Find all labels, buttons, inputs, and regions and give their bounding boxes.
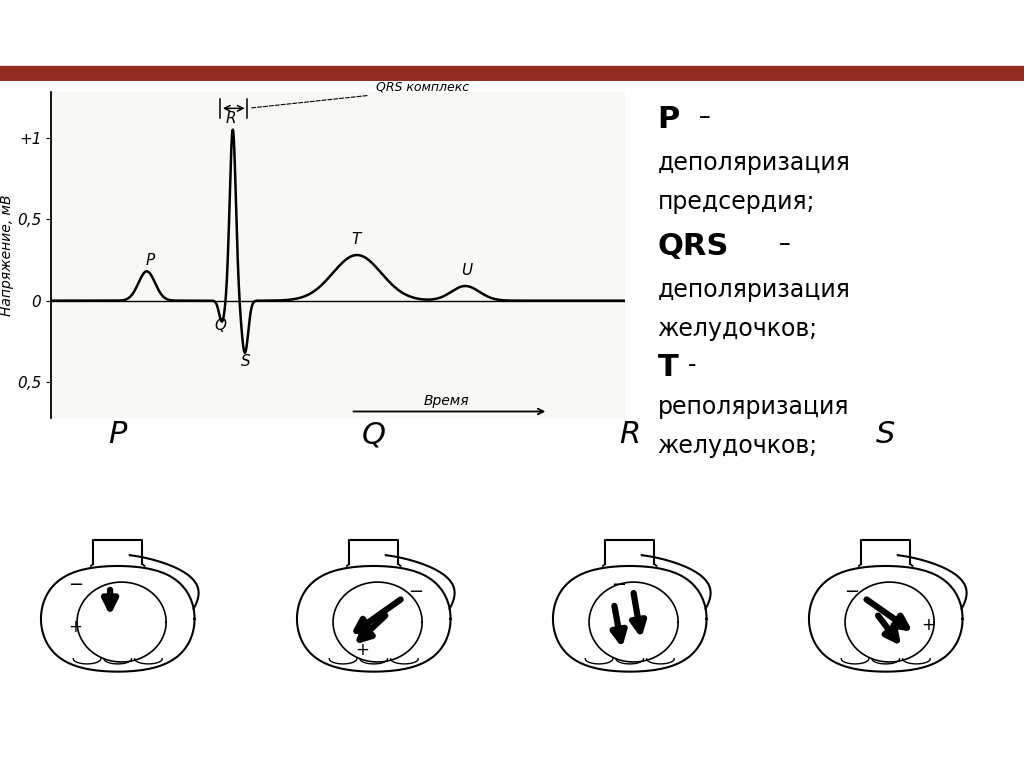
Text: −: − [844,583,859,601]
Y-axis label: Напряжение, мВ: Напряжение, мВ [0,194,14,316]
Text: –: – [779,232,791,256]
Text: P: P [145,253,155,268]
Text: Время: Время [423,394,469,408]
Text: T: T [351,232,360,247]
Text: Q: Q [215,318,226,333]
Text: +: + [921,616,935,634]
Bar [0,66,1024,81]
Text: T: T [657,353,678,382]
Text: P: P [109,420,127,449]
Text: R: R [225,111,237,126]
Text: −: − [610,576,626,594]
Text: желудочков;: желудочков; [657,434,818,459]
Text: желудочков;: желудочков; [657,317,818,341]
Text: Генез зубцов ЭКГ: Генез зубцов ЭКГ [245,12,779,64]
Text: S: S [877,420,895,449]
Text: U: U [461,262,472,278]
Text: Q: Q [361,420,386,449]
Text: QRS: QRS [657,232,729,262]
Text: QRS комплекс: QRS комплекс [376,81,469,94]
Text: деполяризация: деполяризация [657,278,851,302]
Text: R: R [620,420,640,449]
Text: S: S [242,354,251,369]
Text: –: – [699,105,711,129]
Text: −: − [68,576,83,594]
Text: реполяризация: реполяризация [657,395,849,420]
Text: -: - [688,353,696,377]
Text: P: P [657,105,680,134]
Text: −: − [409,583,424,601]
Text: предсердия;: предсердия; [657,190,815,214]
Text: +: + [69,617,83,636]
Text: деполяризация: деполяризация [657,150,851,175]
Text: +: + [355,640,370,659]
